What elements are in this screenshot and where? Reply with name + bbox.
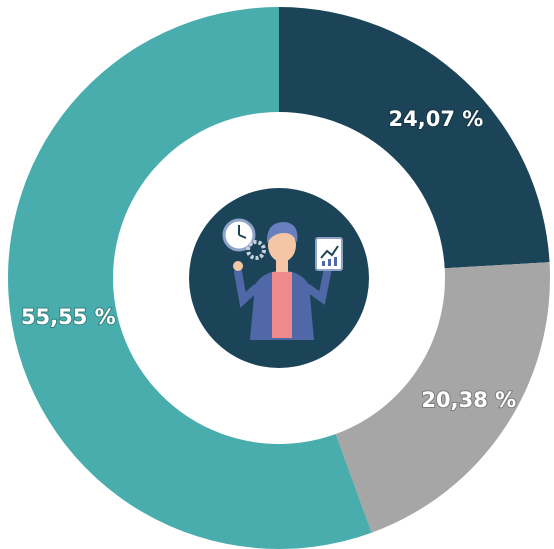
- donut-segment: [279, 7, 550, 269]
- donut-segment: [7, 7, 372, 549]
- donut-segment: [335, 262, 550, 533]
- center-icon: [189, 188, 369, 368]
- value-label: 55,55 %: [21, 305, 116, 329]
- value-label: 20,38 %: [421, 388, 516, 412]
- donut: [7, 7, 550, 549]
- value-label: 24,07 %: [389, 107, 484, 131]
